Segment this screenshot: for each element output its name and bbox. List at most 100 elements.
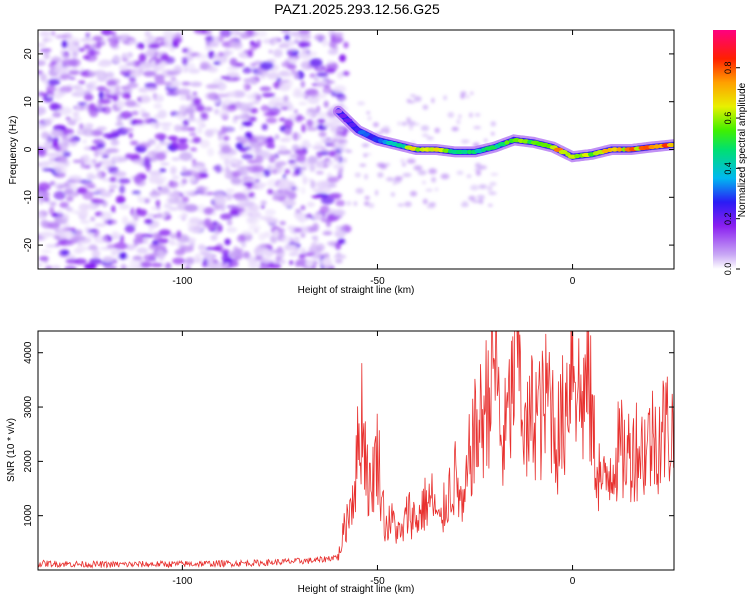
noise-blob (89, 109, 99, 118)
noise-blob (113, 242, 128, 250)
noise-blob (182, 235, 190, 243)
noise-blob (229, 250, 241, 259)
noise-blob (256, 251, 267, 256)
noise-blob (199, 250, 210, 256)
noise-blob (86, 174, 97, 180)
noise-blob (160, 186, 169, 193)
noise-blob (434, 127, 440, 134)
noise-blob (181, 178, 188, 185)
ridge-cell (334, 109, 343, 114)
noise-blob (288, 252, 299, 257)
noise-blob (84, 263, 97, 269)
noise-blob (487, 185, 493, 192)
noise-blob (229, 209, 240, 217)
noise-blob (179, 151, 193, 161)
noise-blob (293, 87, 303, 94)
noise-blob (163, 202, 172, 209)
noise-blob (241, 121, 253, 127)
noise-blob (298, 42, 311, 48)
noise-blob (268, 100, 275, 107)
noise-blob (311, 235, 319, 240)
noise-blob (185, 257, 195, 265)
noise-blob (335, 199, 346, 207)
noise-blob (212, 246, 222, 251)
noise-blob (109, 176, 117, 183)
noise-blob (314, 34, 326, 41)
noise-blob (181, 81, 191, 86)
noise-blob (266, 217, 279, 225)
noise-blob (331, 123, 337, 127)
noise-blob (367, 116, 372, 121)
noise-blob (305, 112, 312, 116)
noise-blob (338, 103, 345, 107)
noise-blob (428, 202, 436, 206)
noise-blob (211, 211, 217, 216)
noise-blob (226, 226, 238, 233)
noise-blob (80, 37, 94, 43)
noise-blob (46, 152, 61, 157)
colorbar-tick-label: 0.2 (723, 212, 733, 225)
noise-blob (185, 50, 194, 57)
noise-blob (51, 30, 56, 36)
noise-blob (277, 169, 282, 174)
noise-blob (169, 233, 179, 239)
noise-blob (422, 180, 426, 185)
noise-blob (239, 200, 246, 205)
noise-blob (264, 250, 274, 258)
noise-blob (248, 261, 260, 269)
noise-blob (75, 229, 83, 236)
noise-blob (167, 192, 181, 199)
noise-blob (171, 139, 178, 148)
noise-blob (123, 40, 129, 45)
y-tick-label: -10 (23, 190, 34, 205)
noise-blob (422, 198, 428, 205)
snr-x-label: Height of straight line (km) (298, 584, 415, 595)
noise-blob (49, 202, 57, 207)
noise-blob (69, 210, 80, 214)
noise-blob (235, 102, 249, 110)
noise-blob (278, 83, 291, 92)
noise-blob (125, 244, 136, 251)
noise-blob (154, 133, 167, 140)
noise-blob (205, 35, 215, 42)
noise-blob (323, 83, 331, 89)
noise-blob (311, 195, 322, 199)
noise-blob (150, 253, 159, 257)
noise-blob (122, 58, 129, 62)
noise-blob (265, 117, 278, 124)
noise-blob (253, 172, 265, 178)
noise-blob (38, 146, 45, 155)
spectrogram-y-label: Frequency (Hz) (8, 116, 19, 185)
noise-blob (259, 86, 272, 92)
noise-blob (159, 168, 167, 173)
noise-blob (283, 118, 294, 128)
noise-blob (309, 58, 323, 68)
noise-blob (267, 188, 274, 195)
noise-blob (39, 31, 51, 37)
noise-blob (52, 141, 59, 148)
noise-blob (490, 121, 496, 127)
noise-blob (145, 87, 157, 92)
noise-blob (41, 250, 52, 253)
noise-blob (321, 257, 333, 266)
noise-blob (101, 178, 110, 182)
noise-blob (281, 30, 291, 34)
noise-blob (148, 243, 159, 249)
noise-blob (300, 205, 306, 211)
noise-blob (474, 168, 482, 171)
ridge-cell (354, 127, 360, 132)
noise-blob (59, 91, 66, 97)
colorbar-tick-label: 0.6 (723, 112, 733, 125)
noise-blob (253, 135, 267, 141)
noise-blob (140, 94, 151, 104)
noise-blob (288, 104, 294, 111)
noise-blob (217, 224, 223, 233)
noise-blob (150, 262, 164, 268)
noise-blob (88, 244, 98, 250)
spectrogram-x-ticks: -100 -50 0 (172, 30, 576, 287)
noise-blob (336, 71, 344, 79)
noise-blob (273, 48, 283, 58)
noise-blob (45, 244, 58, 248)
noise-blob (260, 104, 271, 112)
noise-blob (119, 234, 125, 244)
